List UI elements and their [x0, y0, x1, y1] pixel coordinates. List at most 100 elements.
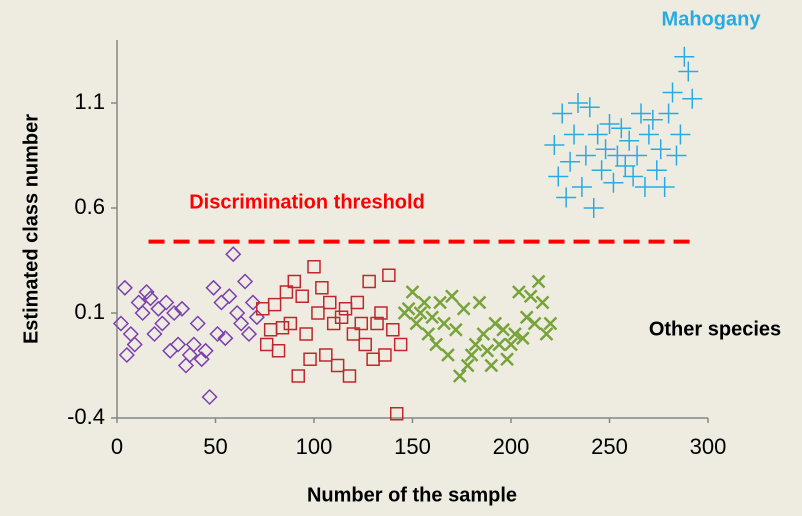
point — [571, 177, 592, 197]
x-tick-label: 0 — [111, 434, 123, 459]
y-tick-label: 0.1 — [74, 299, 105, 324]
point — [666, 145, 687, 166]
point — [118, 346, 135, 364]
point — [244, 294, 261, 311]
point — [283, 316, 298, 331]
point — [484, 358, 499, 373]
point — [682, 88, 703, 109]
point — [170, 336, 187, 353]
point — [543, 316, 558, 331]
point — [674, 46, 695, 67]
point — [138, 283, 155, 301]
point — [366, 352, 380, 366]
point — [504, 337, 518, 352]
point — [417, 295, 432, 310]
point — [382, 268, 396, 282]
point — [158, 294, 175, 311]
point — [535, 295, 550, 310]
point — [307, 260, 321, 274]
point — [334, 310, 349, 324]
point — [173, 300, 191, 317]
y-axis-label: Estimated class number — [20, 114, 42, 344]
point — [287, 274, 302, 289]
point — [350, 295, 365, 310]
y-tick-label: 0.6 — [74, 194, 105, 219]
point — [445, 289, 459, 304]
x-tick-label: 250 — [591, 434, 628, 459]
point — [548, 166, 569, 187]
point — [527, 316, 542, 331]
point — [338, 302, 353, 316]
point — [311, 306, 325, 320]
point — [587, 124, 608, 145]
point — [631, 103, 652, 124]
point — [452, 369, 467, 383]
point — [579, 97, 600, 118]
point — [678, 61, 699, 82]
point — [393, 337, 408, 352]
point — [233, 315, 250, 332]
point — [492, 337, 507, 352]
point — [405, 285, 420, 299]
point — [567, 93, 588, 113]
x-tick-label: 100 — [296, 434, 333, 459]
point — [658, 103, 679, 124]
point — [185, 336, 202, 353]
point — [389, 407, 404, 421]
point — [197, 342, 214, 359]
point — [401, 301, 416, 316]
point — [508, 327, 522, 341]
point — [323, 295, 337, 310]
point — [468, 337, 483, 352]
point — [315, 281, 329, 295]
point — [480, 343, 495, 358]
point — [271, 344, 286, 358]
point — [472, 295, 487, 310]
point — [615, 156, 636, 176]
point — [299, 327, 313, 341]
point — [544, 135, 565, 155]
point — [126, 336, 143, 353]
point — [378, 348, 392, 362]
point — [638, 124, 659, 145]
point — [295, 289, 309, 303]
point — [421, 327, 436, 341]
point — [354, 316, 369, 331]
point — [425, 310, 440, 325]
point — [409, 316, 424, 331]
point — [362, 274, 376, 289]
point — [303, 352, 317, 366]
point — [560, 151, 581, 172]
point — [627, 145, 648, 166]
point — [240, 325, 258, 343]
point — [225, 246, 242, 263]
point — [142, 290, 159, 307]
point — [650, 139, 671, 160]
point — [177, 357, 195, 374]
point — [564, 124, 585, 145]
point — [607, 145, 628, 166]
point — [146, 325, 163, 343]
y-tick-label: -0.4 — [67, 404, 105, 429]
point — [134, 304, 151, 322]
point — [205, 279, 222, 296]
point — [358, 337, 372, 352]
point — [112, 315, 130, 332]
point — [166, 304, 183, 322]
y-tick-label: 1.1 — [74, 89, 105, 114]
annotation: Other species — [649, 318, 781, 340]
point — [441, 348, 455, 362]
point — [619, 130, 640, 151]
point — [556, 187, 577, 208]
point — [583, 198, 604, 218]
point — [256, 302, 270, 316]
point — [531, 274, 546, 289]
point — [189, 315, 206, 332]
point — [116, 279, 133, 296]
point — [386, 323, 400, 337]
point — [448, 322, 463, 337]
point — [500, 352, 514, 367]
point — [511, 285, 526, 299]
